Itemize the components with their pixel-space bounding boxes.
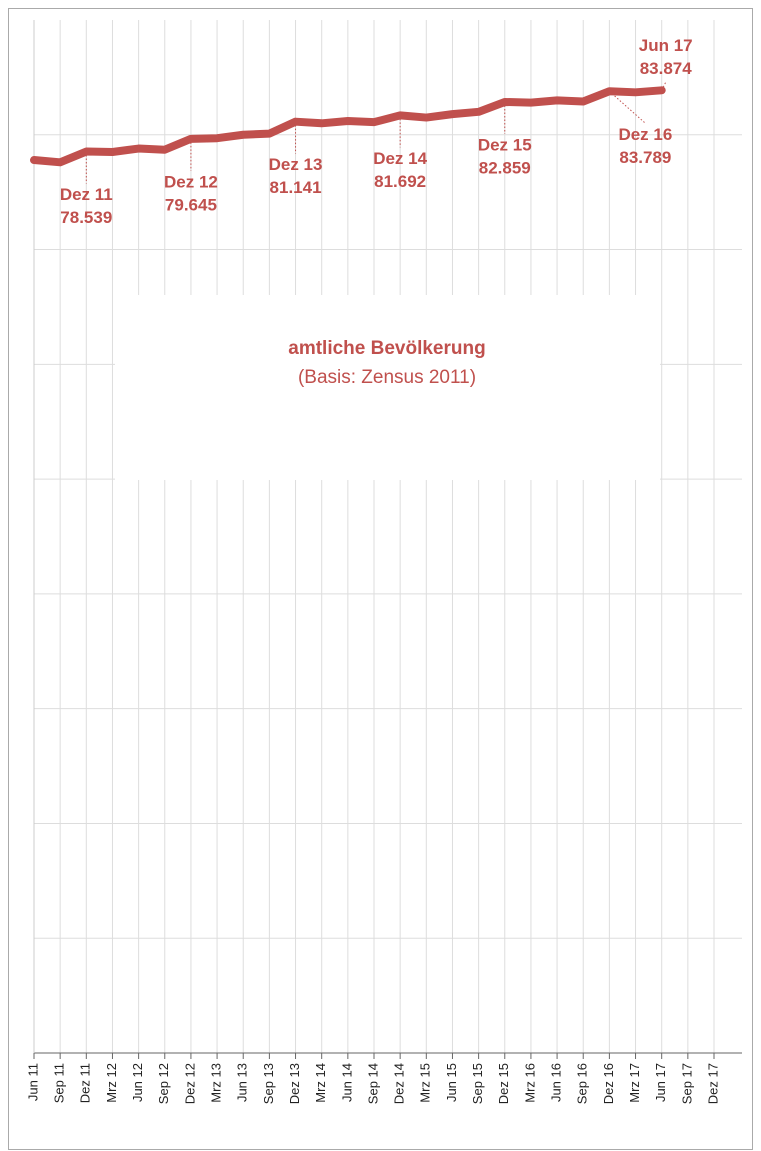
x-tick-label: Jun 16 <box>549 1063 564 1102</box>
x-tick-label: Sep 12 <box>156 1063 171 1104</box>
x-tick-label: Sep 15 <box>470 1063 485 1104</box>
x-tick-label: Sep 13 <box>261 1063 276 1104</box>
x-tick-label: Mrz 13 <box>209 1063 224 1103</box>
data-label: 83.874 <box>640 59 693 78</box>
x-tick-label: Mrz 15 <box>418 1063 433 1103</box>
x-tick-label: Mrz 17 <box>627 1063 642 1103</box>
line <box>30 86 666 167</box>
x-tick-label: Mrz 14 <box>313 1063 328 1103</box>
annotation-date: Dez 14 <box>373 149 427 168</box>
x-tick-label: Jun 12 <box>130 1063 145 1102</box>
x-tick-label: Jun 11 <box>25 1063 40 1101</box>
annotation-date: Dez 12 <box>164 172 218 191</box>
x-tick-label: Sep 11 <box>52 1063 67 1103</box>
x-tick-label: Dez 16 <box>601 1063 616 1104</box>
data-label: 81.141 <box>270 178 322 197</box>
annotation-date: Dez 13 <box>269 155 323 174</box>
chart-subtitle: (Basis: Zensus 2011) <box>298 367 476 388</box>
x-tick-label: Sep 17 <box>679 1063 694 1104</box>
x-tick-label: Jun 15 <box>444 1063 459 1102</box>
data-label: 79.645 <box>165 195 217 214</box>
x-tick-label: Dez 15 <box>496 1063 511 1104</box>
x-tick-label: Dez 11 <box>78 1063 93 1103</box>
data-label: 78.539 <box>60 208 112 227</box>
annotation-date: Dez 15 <box>478 135 532 154</box>
data-label: 81.692 <box>374 172 426 191</box>
x-tick-label: Jun 14 <box>339 1063 354 1102</box>
data-label: 82.859 <box>479 158 531 177</box>
annotation-date: Dez 16 <box>618 125 672 144</box>
x-tick-label: Mrz 12 <box>104 1063 119 1103</box>
x-tick-label: Dez 12 <box>182 1063 197 1104</box>
x-tick-label: Sep 14 <box>365 1063 380 1104</box>
chart-title: amtliche Bevölkerung <box>288 338 485 359</box>
leader-line <box>609 90 646 124</box>
x-tick-label: Dez 17 <box>705 1063 720 1104</box>
annotation-date: Jun 17 <box>639 36 693 55</box>
x-tick-label: Mrz 16 <box>522 1063 537 1103</box>
x-tick-label: Jun 13 <box>235 1063 250 1102</box>
annotation-date: Dez 11 <box>60 185 113 204</box>
frame <box>8 8 753 1150</box>
title-box <box>115 295 660 480</box>
x-tick-label: Dez 13 <box>287 1063 302 1104</box>
x-tick-label: Jun 17 <box>653 1063 668 1102</box>
leader-line <box>661 82 667 91</box>
data-label: 83.789 <box>619 148 671 167</box>
x-tick-label: Sep 16 <box>575 1063 590 1104</box>
x-tick-label: Dez 14 <box>392 1063 407 1104</box>
